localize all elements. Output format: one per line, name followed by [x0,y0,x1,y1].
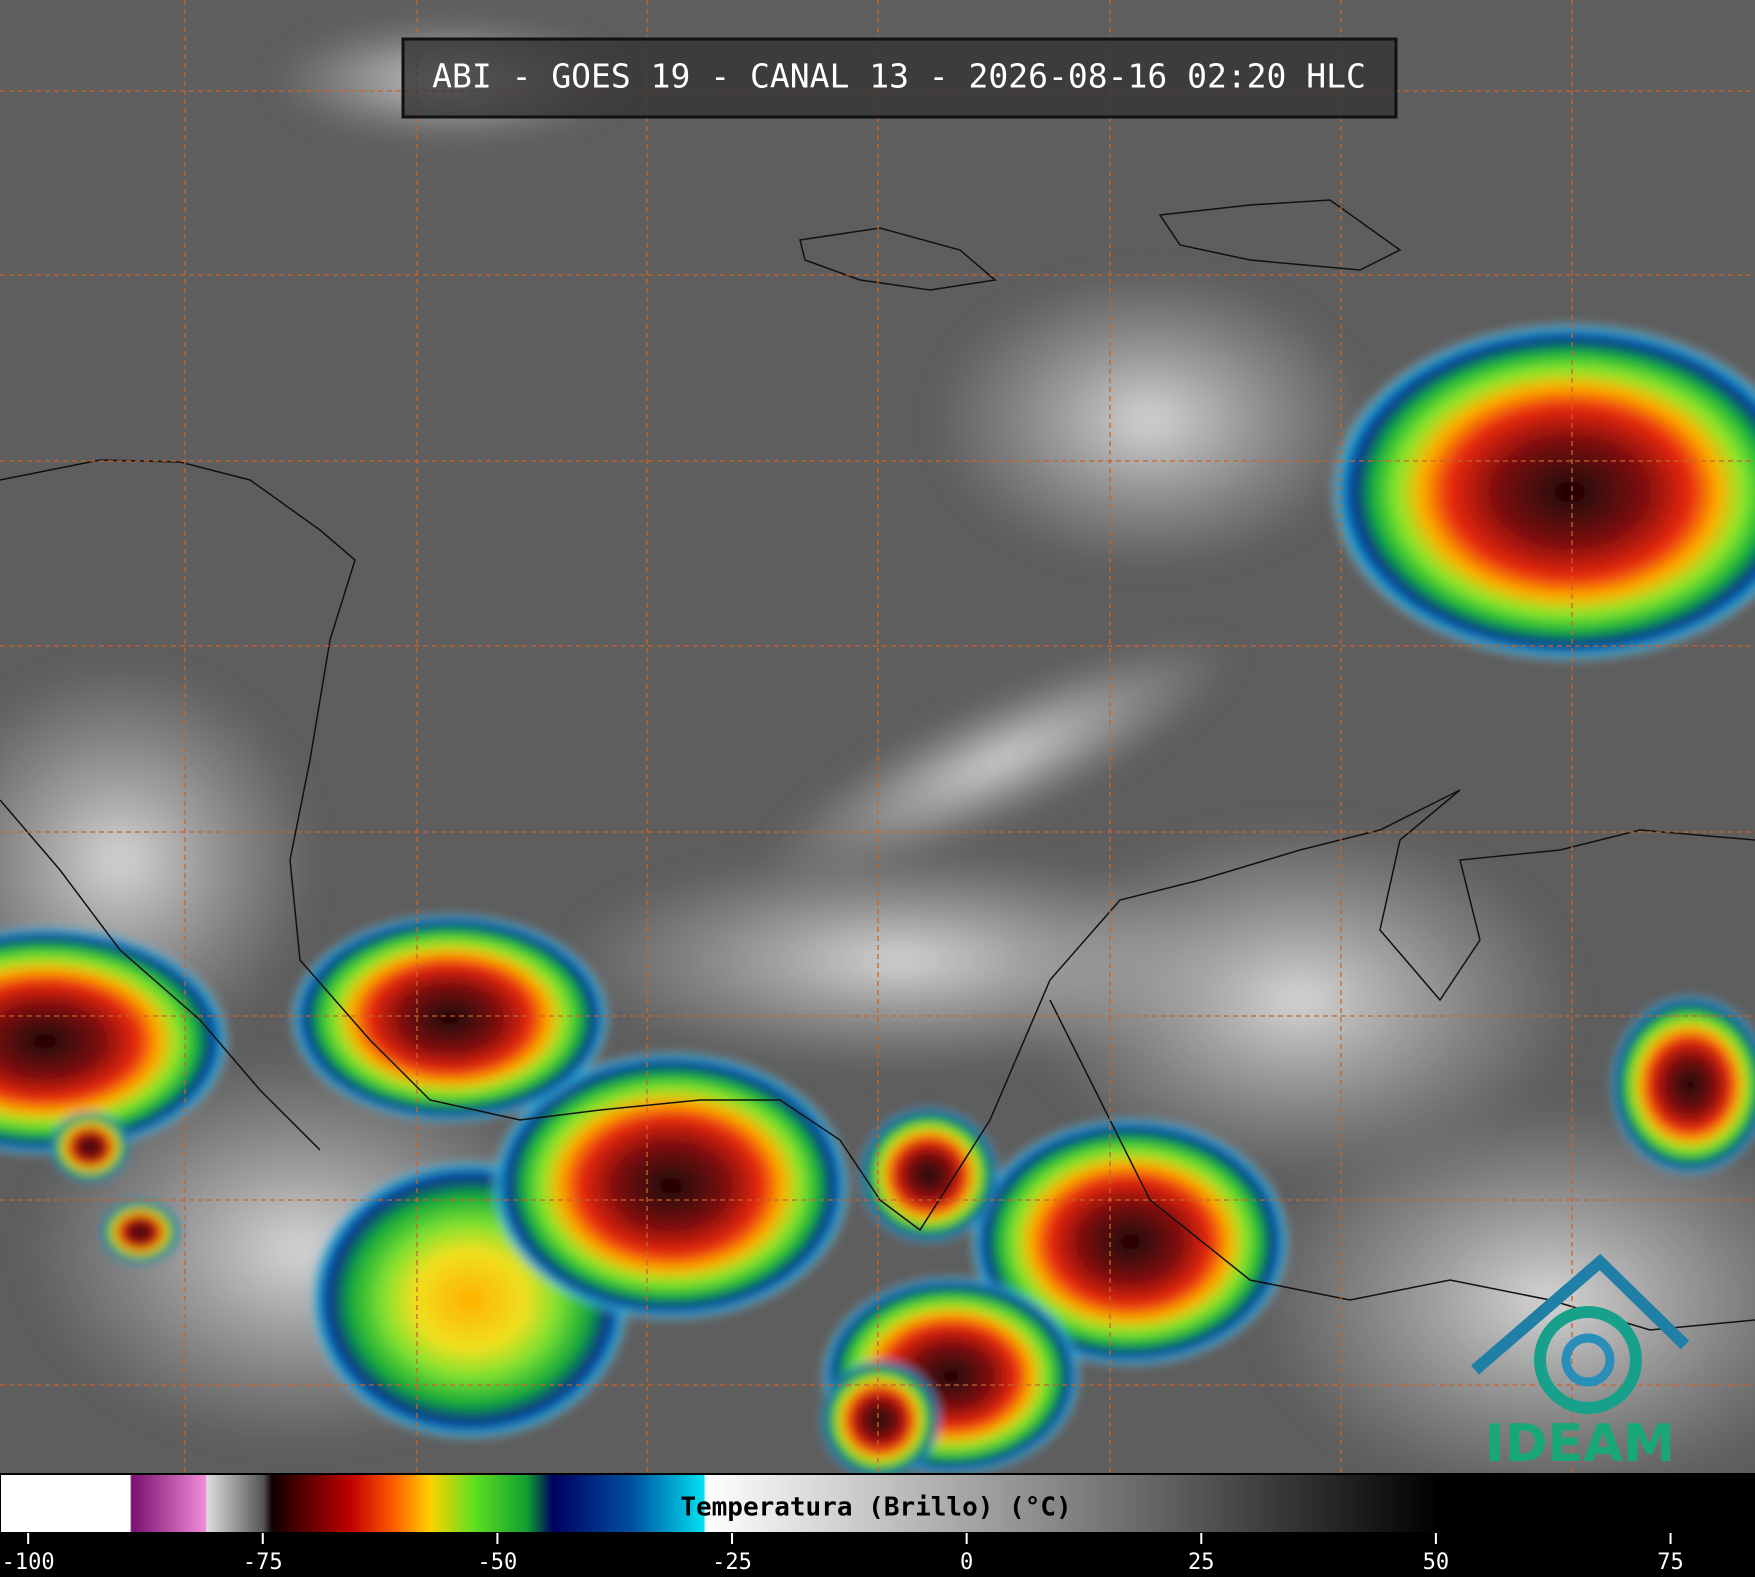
coastlines [0,199,1755,1331]
tick-label: 25 [1188,1550,1215,1575]
tick-label: 75 [1657,1550,1684,1575]
storms [0,322,1755,1480]
colorbar: Temperatura (Brillo) (°C) [0,1473,1755,1534]
tick-label: -50 [478,1550,518,1575]
logo: IDEAM [1471,1253,1690,1474]
title: ABI - GOES 19 - CANAL 13 - 2026-08-16 02… [432,57,1366,96]
satellite-map: ABI - GOES 19 - CANAL 13 - 2026-08-16 02… [0,0,1755,1500]
tick-label: -75 [243,1550,283,1575]
logo-text: IDEAM [1485,1414,1675,1474]
title-box [401,37,1398,119]
tick-label: 0 [960,1550,973,1575]
colorbar-label: Temperatura (Brillo) (°C) [680,1493,1071,1523]
colorbar-ramp [0,1473,1755,1534]
tick-label: 50 [1423,1550,1450,1575]
tick-label: -100 [2,1550,55,1575]
tick-label: -25 [712,1550,752,1575]
